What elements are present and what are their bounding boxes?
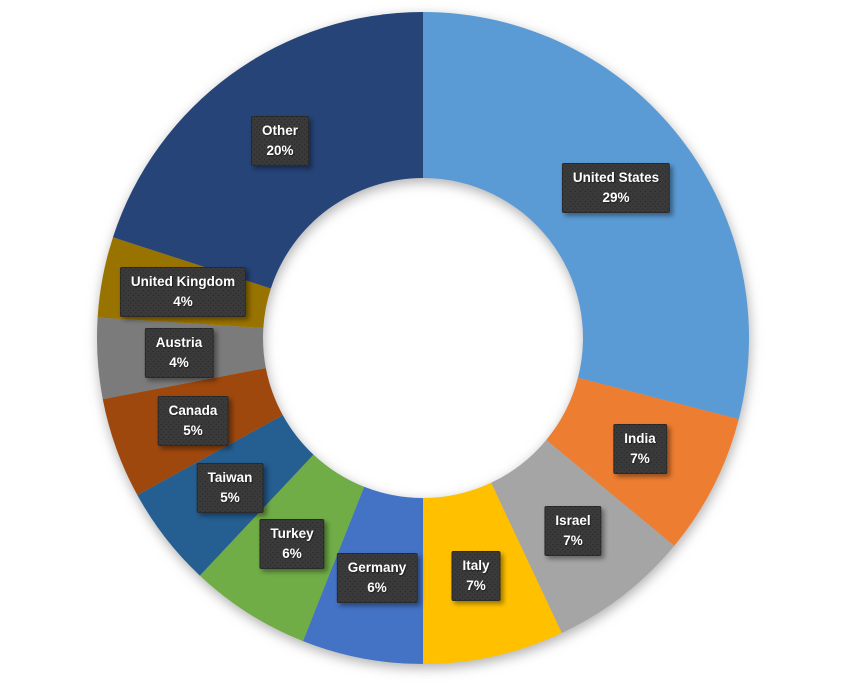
slice-label-value: 6%: [367, 580, 387, 595]
slice-label-category: Taiwan: [207, 470, 253, 485]
slice-label-category: Austria: [155, 335, 203, 350]
slice-label-italy: Italy 7%: [451, 551, 501, 601]
slice-label-value: 20%: [266, 143, 294, 158]
pie-slice-italy: [423, 482, 562, 664]
slice-label-category: Canada: [168, 403, 218, 418]
slice-label-category: Italy: [462, 558, 490, 573]
slice-label-value: 7%: [563, 533, 583, 548]
slice-label-value: 4%: [169, 355, 189, 370]
slice-label-category: Other: [261, 123, 299, 138]
slice-label-canada: Canada 5%: [157, 396, 229, 446]
slice-label-value: 5%: [183, 423, 203, 438]
slice-label-israel: Israel 7%: [544, 506, 602, 556]
slice-label-category: Israel: [555, 513, 591, 528]
slice-label-turkey: Turkey 6%: [259, 519, 325, 569]
slice-label-value: 7%: [466, 578, 486, 593]
slice-label-category: United States: [572, 170, 660, 185]
slice-label-category: Germany: [347, 560, 407, 575]
slice-label-value: 4%: [173, 294, 193, 309]
slice-label-india: India 7%: [613, 424, 667, 474]
slice-label-other: Other 20%: [250, 116, 310, 166]
slice-label-value: 29%: [602, 190, 630, 205]
slice-label-austria: Austria 4%: [144, 328, 214, 378]
slice-label-value: 5%: [220, 490, 240, 505]
slice-label-value: 6%: [282, 546, 302, 561]
slice-label-category: United Kingdom: [130, 274, 236, 289]
pie-slice-united-states: [423, 12, 750, 420]
slice-label-value: 7%: [630, 451, 650, 466]
slice-label-category: India: [624, 431, 656, 446]
slice-label-category: Turkey: [270, 526, 314, 541]
slice-label-united-states: United States 29%: [561, 163, 671, 213]
slice-label-germany: Germany 6%: [336, 553, 418, 603]
slice-label-united-kingdom: United Kingdom 4%: [119, 267, 247, 317]
slice-label-taiwan: Taiwan 5%: [196, 463, 264, 513]
